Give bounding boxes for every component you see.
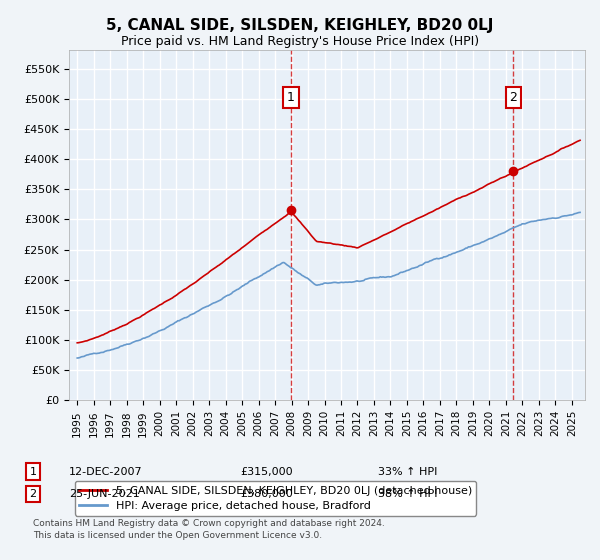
Text: 1: 1 — [29, 466, 37, 477]
Text: 25-JUN-2021: 25-JUN-2021 — [69, 489, 140, 499]
Text: 2: 2 — [509, 91, 517, 104]
Text: 12-DEC-2007: 12-DEC-2007 — [69, 466, 143, 477]
Text: £315,000: £315,000 — [240, 466, 293, 477]
Text: 5, CANAL SIDE, SILSDEN, KEIGHLEY, BD20 0LJ: 5, CANAL SIDE, SILSDEN, KEIGHLEY, BD20 0… — [106, 18, 494, 34]
Text: This data is licensed under the Open Government Licence v3.0.: This data is licensed under the Open Gov… — [33, 531, 322, 540]
Text: 1: 1 — [287, 91, 295, 104]
Text: 2: 2 — [29, 489, 37, 499]
Text: £380,000: £380,000 — [240, 489, 293, 499]
Legend: 5, CANAL SIDE, SILSDEN, KEIGHLEY, BD20 0LJ (detached house), HPI: Average price,: 5, CANAL SIDE, SILSDEN, KEIGHLEY, BD20 0… — [74, 481, 476, 516]
Text: Contains HM Land Registry data © Crown copyright and database right 2024.: Contains HM Land Registry data © Crown c… — [33, 519, 385, 528]
Text: 33% ↑ HPI: 33% ↑ HPI — [378, 466, 437, 477]
Text: 38% ↑ HPI: 38% ↑ HPI — [378, 489, 437, 499]
Text: Price paid vs. HM Land Registry's House Price Index (HPI): Price paid vs. HM Land Registry's House … — [121, 35, 479, 48]
